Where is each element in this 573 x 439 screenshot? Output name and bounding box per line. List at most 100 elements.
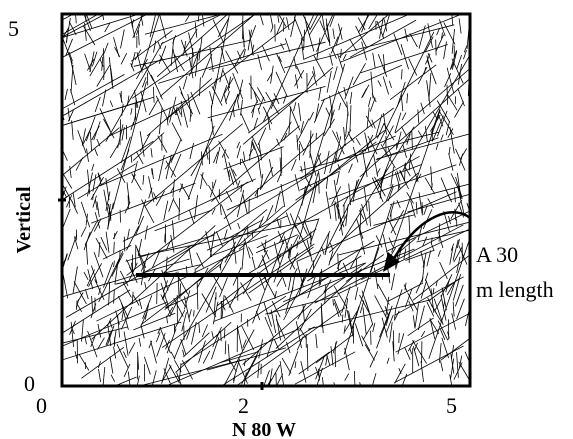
fracture-trace xyxy=(345,204,349,227)
fracture-trace xyxy=(456,54,462,70)
fracture-trace xyxy=(426,250,432,267)
fracture-trace xyxy=(190,90,242,177)
fracture-trace xyxy=(423,67,427,74)
fracture-trace xyxy=(217,18,229,38)
fracture-trace xyxy=(438,231,444,249)
fracture-trace xyxy=(394,112,402,133)
fracture-trace xyxy=(84,337,87,345)
fracture-trace xyxy=(165,339,170,350)
fracture-trace xyxy=(359,300,365,314)
fracture-trace xyxy=(247,91,305,134)
fracture-trace xyxy=(93,218,102,232)
fracture-trace xyxy=(388,80,392,89)
fracture-trace xyxy=(294,69,305,87)
fracture-trace xyxy=(202,350,211,364)
fracture-trace xyxy=(100,236,108,251)
fracture-trace xyxy=(169,301,178,318)
fracture-trace xyxy=(103,48,105,71)
fracture-trace xyxy=(279,231,286,243)
fracture-trace xyxy=(71,327,75,335)
fracture-trace xyxy=(133,161,138,179)
fracture-trace xyxy=(393,310,400,321)
fracture-trace xyxy=(73,281,87,305)
fracture-trace xyxy=(98,250,124,303)
fracture-trace xyxy=(452,239,459,261)
fracture-trace xyxy=(247,29,252,51)
fracture-trace xyxy=(211,331,214,339)
fracture-trace xyxy=(175,321,232,373)
fracture-trace xyxy=(289,213,297,229)
fracture-trace xyxy=(211,208,216,215)
fracture-trace xyxy=(330,346,334,366)
fracture-trace xyxy=(450,243,455,251)
fracture-trace xyxy=(307,274,317,299)
fracture-trace xyxy=(253,117,258,131)
fracture-trace xyxy=(211,125,300,203)
fracture-trace xyxy=(348,163,353,174)
fracture-trace xyxy=(342,262,349,274)
fracture-trace xyxy=(159,327,171,354)
fracture-trace xyxy=(109,100,114,108)
fracture-trace xyxy=(62,258,190,298)
fracture-trace xyxy=(137,199,147,225)
fracture-trace xyxy=(206,347,286,371)
fracture-trace xyxy=(338,102,342,111)
fracture-trace xyxy=(436,27,440,36)
fracture-trace xyxy=(396,170,401,182)
fracture-trace xyxy=(344,373,350,381)
fracture-trace xyxy=(74,351,78,359)
fracture-trace xyxy=(394,363,406,384)
fracture-trace xyxy=(372,322,376,333)
fracture-trace xyxy=(163,200,169,221)
fracture-trace xyxy=(439,343,442,363)
fracture-trace xyxy=(144,282,147,289)
fracture-trace xyxy=(276,138,280,146)
fracture-trace xyxy=(130,262,134,275)
fracture-trace xyxy=(334,203,337,221)
fracture-trace xyxy=(415,201,418,215)
fracture-trace xyxy=(389,183,470,205)
fracture-trace xyxy=(248,149,254,156)
fracture-trace xyxy=(113,346,117,359)
fracture-trace xyxy=(401,69,403,80)
fracture-trace xyxy=(162,280,168,293)
fracture-trace xyxy=(91,225,216,340)
fracture-trace xyxy=(374,176,386,197)
fracture-trace xyxy=(187,93,192,117)
fracture-trace xyxy=(429,318,436,340)
fracture-trace xyxy=(146,78,213,137)
fracture-trace xyxy=(165,154,172,180)
fracture-trace xyxy=(271,300,281,318)
fracture-trace xyxy=(89,52,105,77)
fracture-trace xyxy=(228,358,237,373)
fracture-trace xyxy=(288,107,292,135)
fracture-trace xyxy=(257,54,262,70)
fracture-trace xyxy=(135,151,144,165)
fracture-trace xyxy=(237,327,243,351)
fracture-trace xyxy=(62,274,69,299)
fracture-trace xyxy=(412,315,416,329)
fracture-trace xyxy=(81,128,86,146)
fracture-trace xyxy=(176,372,183,386)
fracture-trace xyxy=(232,169,237,177)
fracture-trace xyxy=(422,236,428,247)
fracture-trace xyxy=(276,17,285,35)
fracture-trace xyxy=(269,159,273,176)
fracture-trace xyxy=(427,52,433,63)
fracture-trace xyxy=(201,324,208,338)
fracture-trace xyxy=(420,330,426,338)
fracture-trace xyxy=(235,307,346,386)
fracture-trace xyxy=(406,93,408,104)
fracture-trace xyxy=(72,266,78,294)
fracture-trace xyxy=(80,201,91,228)
fracture-trace xyxy=(320,303,323,328)
fracture-trace xyxy=(312,71,318,86)
fracture-trace xyxy=(276,277,283,287)
fracture-trace xyxy=(424,125,428,143)
fracture-trace xyxy=(416,229,470,243)
fracture-trace xyxy=(402,54,470,172)
fracture-trace xyxy=(242,49,246,58)
fracture-trace xyxy=(376,305,393,349)
fracture-trace xyxy=(85,14,93,29)
fracture-trace xyxy=(376,133,470,160)
